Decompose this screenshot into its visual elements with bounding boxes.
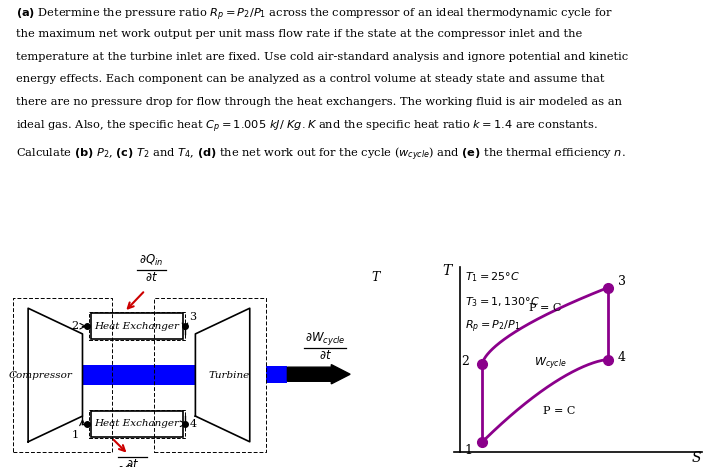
Text: P = C: P = C — [543, 406, 575, 416]
Text: $\partial Q_{out}$: $\partial Q_{out}$ — [117, 464, 149, 467]
Text: Heat Exchanger: Heat Exchanger — [94, 322, 180, 331]
Text: 2: 2 — [71, 321, 79, 331]
Bar — [91, 411, 183, 437]
Text: $W_{cycle}$: $W_{cycle}$ — [534, 355, 567, 372]
Text: $\partial t$: $\partial t$ — [319, 349, 332, 362]
Text: 4: 4 — [190, 419, 197, 429]
Bar — [267, 366, 288, 383]
Text: $\partial Q_{in}$: $\partial Q_{in}$ — [139, 253, 164, 269]
Text: ideal gas. Also, the specific heat $C_p =1.005\ kJ/\ Kg.K$ and the specific heat: ideal gas. Also, the specific heat $C_p … — [16, 119, 598, 135]
Text: Heat Exchanger: Heat Exchanger — [94, 419, 180, 428]
Text: temperature at the turbine inlet are fixed. Use cold air-standard analysis and i: temperature at the turbine inlet are fix… — [16, 52, 628, 62]
Text: 1: 1 — [71, 430, 79, 440]
Bar — [89, 312, 185, 340]
Text: 3: 3 — [189, 312, 196, 322]
Text: $T_3 = 1,130°C$: $T_3 = 1,130°C$ — [465, 295, 540, 309]
Text: 1: 1 — [464, 444, 472, 457]
Text: there are no pressure drop for flow through the heat exchangers. The working flu: there are no pressure drop for flow thro… — [16, 97, 622, 106]
Text: $\mathbf{(a)}$ Determine the pressure ratio $R_p = P_2/P_1$ across the compresso: $\mathbf{(a)}$ Determine the pressure ra… — [16, 7, 612, 23]
Text: energy effects. Each component can be analyzed as a control volume at steady sta: energy effects. Each component can be an… — [16, 74, 604, 84]
Bar — [89, 410, 185, 438]
Bar — [91, 313, 183, 339]
Text: Turbine: Turbine — [208, 370, 249, 380]
Text: $T_1 = 25°C$: $T_1 = 25°C$ — [465, 270, 521, 284]
Text: $\partial W_{cycle}$: $\partial W_{cycle}$ — [305, 330, 345, 347]
Text: 4: 4 — [618, 351, 626, 364]
Text: 2: 2 — [461, 355, 469, 368]
Text: S: S — [691, 451, 701, 465]
Text: P = C: P = C — [529, 303, 561, 313]
FancyArrow shape — [288, 365, 350, 384]
Text: the maximum net work output per unit mass flow rate if the state at the compress: the maximum net work output per unit mas… — [16, 29, 582, 39]
Text: $\partial t$: $\partial t$ — [126, 458, 139, 467]
Text: 3: 3 — [618, 275, 626, 288]
Bar — [82, 365, 195, 385]
Text: T: T — [442, 264, 451, 278]
Text: $\partial t$: $\partial t$ — [145, 271, 158, 284]
Text: Compressor: Compressor — [9, 370, 73, 380]
Text: $R_p = P_2/P_1$: $R_p = P_2/P_1$ — [465, 318, 521, 335]
Text: T: T — [371, 271, 379, 284]
Text: Calculate $\mathbf{(b)}$ $P_2$, $\mathbf{(c)}$ $T_2$ and $T_4$, $\mathbf{(d)}$ t: Calculate $\mathbf{(b)}$ $P_2$, $\mathbf… — [16, 145, 625, 163]
